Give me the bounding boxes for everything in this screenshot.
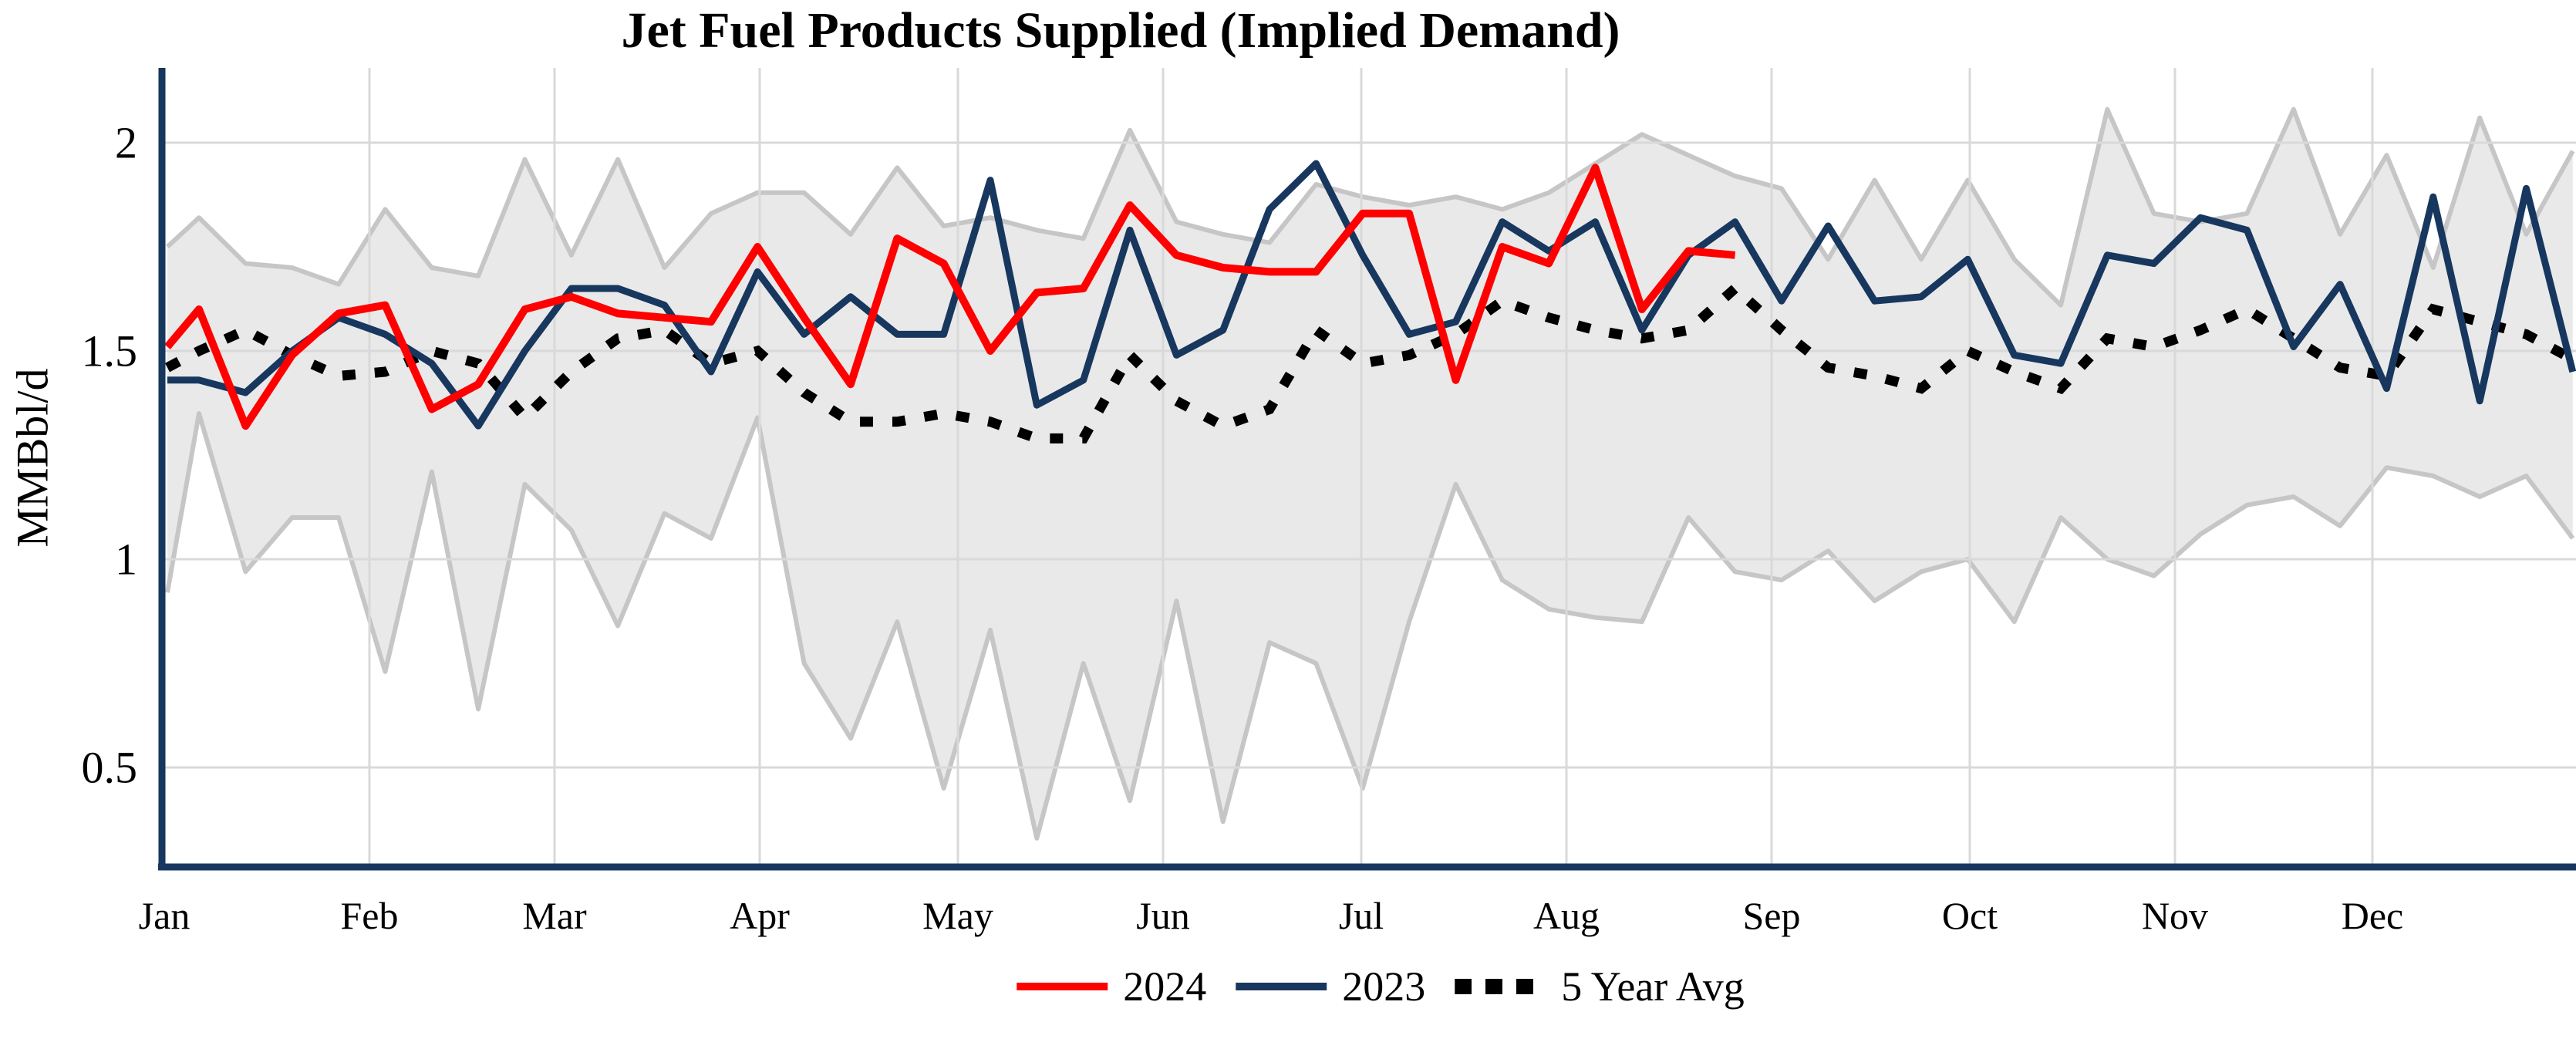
x-tick-label-Nov: Nov [2141,894,2209,937]
x-tick-label-Dec: Dec [2341,894,2404,937]
legend: 2024 2023 5 Year Avg [1017,963,1745,1010]
x-tick-label-Feb: Feb [340,894,399,937]
series-line-5yr-avg [164,282,2575,444]
y-axis-label: MMBbl/d [7,368,58,548]
legend-item-2024: 2024 [1017,963,1206,1010]
chart-title: Jet Fuel Products Supplied (Implied Dema… [621,2,1620,59]
legend-label-5yr-avg: 5 Year Avg [1561,963,1745,1010]
y-tick-label-1.5: 1.5 [81,325,138,376]
legend-label-2024: 2024 [1123,963,1207,1010]
x-tick-label-Mar: Mar [522,894,587,937]
x-tick-label-Sep: Sep [1742,894,1801,937]
x-tick-label-Oct: Oct [1941,894,1998,937]
x-tick-label-Apr: Apr [730,894,790,937]
y-tick-label-0.5: 0.5 [81,742,138,793]
x-tick-label-Jun: Jun [1136,894,1190,937]
legend-swatch-2023-line-icon [1236,983,1327,990]
legend-swatch-2024-line-icon [1017,983,1108,990]
x-tick-label-Jul: Jul [1338,894,1384,937]
x-tick-label-Jan: Jan [138,894,191,937]
series-line-2023 [167,160,2576,430]
y-tick-label-1: 1 [115,534,137,585]
series-line-2024 [164,164,1736,430]
band-lower-edge [165,411,2575,841]
legend-item-5yr-avg: 5 Year Avg [1455,963,1745,1010]
x-tick-label-May: May [922,894,993,937]
legend-label-2023: 2023 [1342,963,1426,1010]
band-upper-edge [165,106,2575,308]
legend-swatch-5yr-avg-dotted-icon [1455,979,1546,994]
legend-item-2023: 2023 [1236,963,1425,1010]
y-tick-label-2: 2 [115,117,137,168]
x-tick-label-Aug: Aug [1532,894,1600,937]
